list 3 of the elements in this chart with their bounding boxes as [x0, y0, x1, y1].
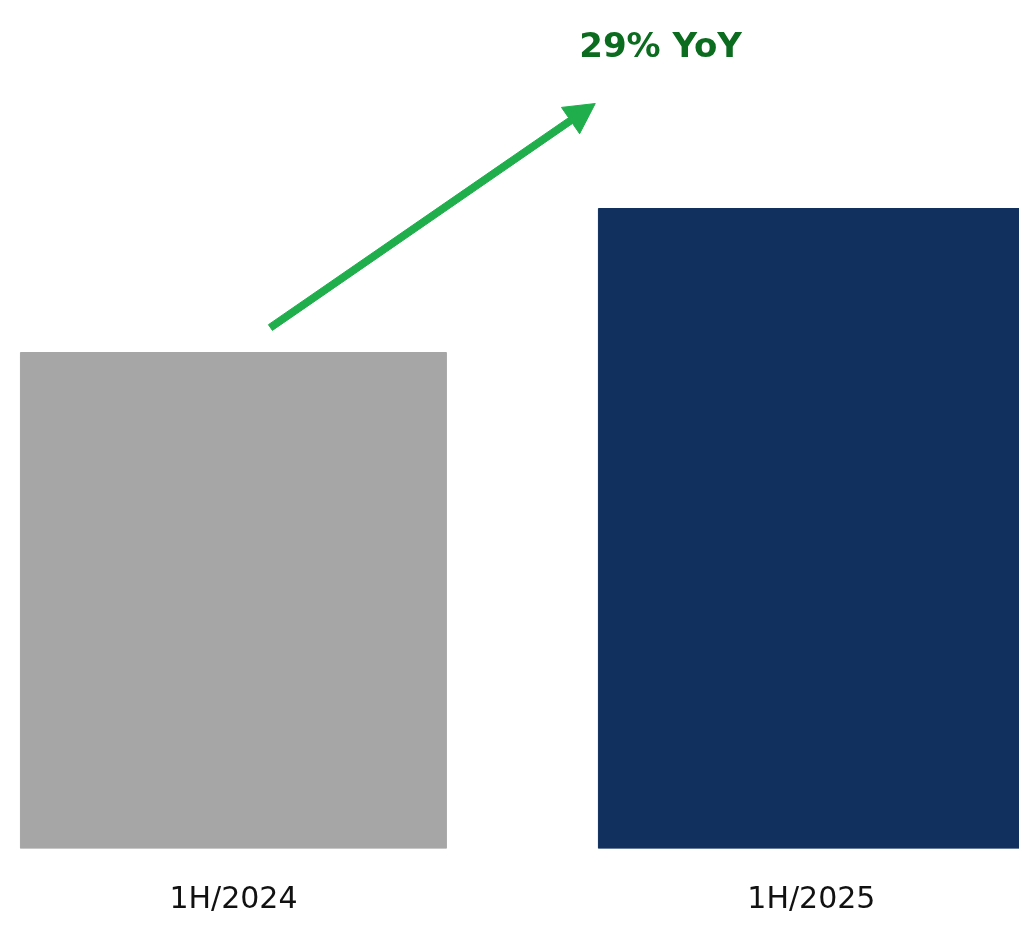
text: 29% YoY: [579, 25, 743, 66]
x-tick-label: 1H/2024: [169, 879, 298, 915]
x-tick-label: 1H/2025: [747, 879, 876, 915]
